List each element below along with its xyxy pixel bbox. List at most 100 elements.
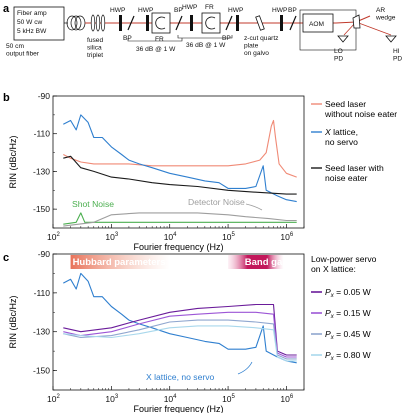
hwp-label-4: HWP bbox=[228, 7, 244, 14]
series-line-1 bbox=[63, 303, 297, 356]
x-tick-label: 103 bbox=[105, 394, 118, 404]
hi-pd-label: HI PD bbox=[393, 48, 402, 63]
x-tick-label: 105 bbox=[222, 232, 235, 242]
annotation-arrow bbox=[237, 361, 253, 375]
x-tick-label: 102 bbox=[47, 394, 60, 404]
series-line-0 bbox=[63, 272, 297, 364]
laser-beam-after-aom bbox=[335, 21, 357, 24]
ar-wedge-icon bbox=[352, 14, 361, 29]
y-tick-label: -130 bbox=[33, 327, 50, 337]
bp-label-3: BP bbox=[222, 35, 231, 42]
y-tick-label: -110 bbox=[34, 129, 51, 139]
x-tick-label: 106 bbox=[280, 232, 293, 242]
plot-frame bbox=[52, 253, 305, 391]
y-axis-label: RIN (dBc/Hz) bbox=[8, 295, 18, 348]
series-line-4 bbox=[63, 325, 297, 362]
annotation-shot-noise: Shot Noise bbox=[72, 199, 114, 209]
series-line-2 bbox=[63, 311, 297, 358]
panel-label-a: a bbox=[3, 3, 10, 15]
chart-b: -90 -110 -130 -150 102 103 104 105 106 Fourier fr… bbox=[8, 91, 397, 252]
bp-label-4: BP bbox=[288, 7, 297, 14]
y-axis-label: RIN (dBc/Hz) bbox=[8, 135, 18, 188]
region-band-1 bbox=[228, 255, 284, 269]
bp-label-1: BP bbox=[123, 35, 132, 42]
x-tick-label: 102 bbox=[47, 232, 60, 242]
chart-c: Hubbard parameters Band gaps -90 -110 -130 -1… bbox=[8, 249, 377, 413]
series-line-4 bbox=[63, 212, 297, 227]
legend-label: Px = 0.15 W bbox=[325, 308, 372, 320]
aom-label: AOM bbox=[309, 21, 324, 28]
x-tick-label: 105 bbox=[222, 394, 235, 404]
fiber-amp-power: 50 W cw bbox=[17, 19, 43, 26]
isolator-bracket-2 bbox=[177, 35, 233, 39]
series-line-3 bbox=[63, 212, 297, 225]
rotation-arrow-icon bbox=[205, 16, 216, 30]
detector-noise-arrow bbox=[245, 203, 263, 211]
isolation-label-2: 36 dB @ 1 W bbox=[186, 42, 226, 49]
bp-icon bbox=[127, 15, 135, 31]
setup-diagram: a Fiber amp 50 W cw 5 kHz BW 50 cm output… bbox=[3, 3, 402, 63]
y-tick-label: -130 bbox=[33, 166, 50, 176]
x-tick-label: 106 bbox=[280, 394, 293, 404]
hwp-icon bbox=[119, 15, 122, 31]
output-fiber-label: 50 cm output fiber bbox=[6, 43, 40, 58]
hwp-icon bbox=[146, 15, 149, 31]
legend-label: Px = 0.45 W bbox=[325, 329, 372, 341]
lo-pd-label: LO PD bbox=[334, 48, 343, 63]
series-line-1 bbox=[63, 114, 297, 203]
series-line-0 bbox=[63, 119, 297, 178]
quartz-label: z-cut quartz plate on galvo bbox=[244, 35, 278, 57]
legend-label: Seed laser with noise eater bbox=[325, 163, 384, 183]
annotation-x-lattice-no-servo: X lattice, no servo bbox=[146, 372, 215, 382]
hwp-label-2: HWP bbox=[138, 7, 154, 14]
y-tick-label: -90 bbox=[38, 91, 51, 101]
fiber-amp-label: Fiber amp bbox=[17, 10, 47, 17]
aom-box bbox=[302, 13, 334, 33]
legend-title: Low-power servo on X lattice: bbox=[311, 254, 377, 274]
legend-label: Seed laser without noise eater bbox=[324, 99, 397, 119]
annotation-detector-noise: Detector Noise bbox=[188, 197, 245, 207]
hwp-label-1: HWP bbox=[110, 7, 126, 14]
x-axis-label: Fourier frequency (Hz) bbox=[133, 242, 223, 252]
region-label-1: Band gaps bbox=[245, 257, 294, 268]
hi-branch bbox=[355, 21, 392, 36]
legend-label: Px = 0.80 W bbox=[325, 350, 372, 362]
hwp-label-5: HWP bbox=[272, 7, 288, 14]
fr-label-1: FR bbox=[155, 36, 164, 43]
x-tick-label: 104 bbox=[164, 232, 177, 242]
panel-label-c: c bbox=[3, 252, 9, 264]
y-tick-label: -150 bbox=[33, 366, 50, 376]
quartz-plate-icon bbox=[255, 15, 265, 31]
legend-label: Px = 0.05 W bbox=[325, 287, 372, 299]
ar-wedge-label: AR wedge bbox=[375, 7, 396, 22]
hwp-icon bbox=[236, 15, 239, 31]
bp-icon bbox=[175, 15, 183, 31]
bp-icon bbox=[289, 15, 297, 31]
y-tick-label: -150 bbox=[33, 204, 50, 214]
faraday-rotator-icon bbox=[201, 12, 221, 34]
y-tick-label: -110 bbox=[34, 288, 51, 298]
bp-label-2: BP bbox=[174, 7, 183, 14]
faraday-rotator-icon bbox=[151, 12, 171, 34]
bp-icon bbox=[225, 15, 233, 31]
y-tick-label: -90 bbox=[38, 249, 51, 259]
triplet-label: fused silica triplet bbox=[87, 37, 103, 59]
isolator-bracket-1 bbox=[127, 38, 183, 42]
hwp-label-3: HWP bbox=[182, 4, 198, 11]
x-tick-label: 104 bbox=[164, 394, 177, 404]
fr-label-2: FR bbox=[205, 4, 214, 11]
hwp-icon bbox=[280, 15, 283, 31]
lo-photodiode-icon bbox=[337, 35, 349, 43]
panel-label-b: b bbox=[3, 92, 10, 104]
rotation-arrow-icon bbox=[155, 16, 166, 30]
fiber-amp-bandwidth: 5 kHz BW bbox=[17, 28, 47, 35]
plot-frame bbox=[52, 95, 305, 229]
series-line-3 bbox=[63, 319, 297, 360]
x-tick-label: 103 bbox=[105, 232, 118, 242]
aom-enclosure bbox=[299, 9, 357, 51]
isolation-label-1: 36 dB @ 1 W bbox=[136, 46, 176, 53]
x-axis-label: Fourier frequency (Hz) bbox=[133, 404, 223, 413]
series-line-2 bbox=[63, 155, 297, 195]
fiber-amp-box bbox=[13, 6, 65, 41]
